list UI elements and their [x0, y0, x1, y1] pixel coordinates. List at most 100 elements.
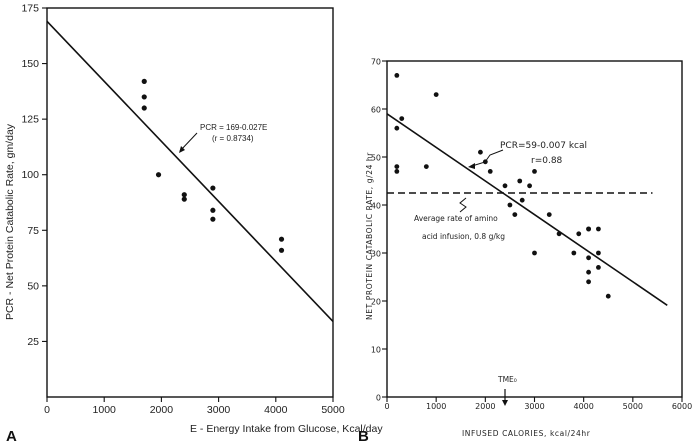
panel-a-data-point — [210, 185, 216, 191]
panel-b-annotation-arrowhead — [468, 163, 475, 169]
panel-a-data-point — [141, 94, 147, 100]
panel-b-data-point — [487, 169, 493, 174]
panel-b-axes — [386, 60, 683, 398]
panel-b-annotation-arrow — [471, 149, 504, 167]
panel-b-data-point — [478, 149, 483, 155]
panel-b: 0 1000 2000 3000 4000 5000 6000 0 10 20 30 40 50 60 70… — [358, 58, 692, 443]
panel-b-y-tick-label: 10 — [371, 346, 381, 355]
panel-b-y-tick-label: 70 — [371, 58, 381, 67]
panel-b-x-label: INFUSED CALORIES, kcal/24hr — [462, 429, 591, 438]
panel-b-data-point — [586, 279, 591, 285]
panel-b-y-tick-label: 40 — [371, 202, 381, 211]
panel-a-y-label: PCR - Net Protein Catabolic Rate, gm/day — [4, 123, 16, 320]
panel-a-annotation-arrowhead — [179, 146, 185, 153]
panel-b-tme-arrow-head — [502, 400, 508, 406]
panel-b-data-point — [586, 226, 591, 232]
panel-a-y-tick-label: 100 — [21, 169, 39, 181]
panel-b-data-point — [605, 293, 611, 299]
panel-a-x-tick-label: 4000 — [264, 404, 288, 416]
panel-b-y-tick-label: 20 — [371, 298, 381, 307]
panel-b-reference-label-2: acid infusion, 0.8 g/kg — [422, 232, 505, 241]
panel-b-data-point — [546, 212, 552, 218]
panel-b-data-point — [576, 231, 582, 237]
panel-a-axes — [46, 7, 334, 398]
panel-a-x-tick-label: 2000 — [150, 404, 174, 416]
panel-b-x-tick-label: 6000 — [672, 402, 692, 411]
panel-b-data-point — [527, 183, 532, 189]
panel-a-data-point — [278, 236, 285, 242]
panel-b-y-tick-label: 30 — [371, 250, 381, 259]
panel-b-letter: B — [358, 428, 369, 443]
panel-a-data-point — [141, 78, 147, 84]
panel-b-x-tick-label: 1000 — [426, 402, 446, 411]
panel-b-reference-arrow — [459, 197, 467, 213]
panel-b-data-point — [502, 183, 508, 189]
panel-a-data-point — [155, 172, 162, 178]
panel-b-data-point — [399, 116, 405, 121]
panel-b-reference-label-1: Average rate of amino — [414, 214, 498, 223]
panel-a-y-tick-label: 25 — [27, 336, 39, 348]
panel-b-data-point — [596, 250, 601, 256]
panel-b-y-tick-label: 0 — [376, 394, 381, 403]
panel-b-data-point — [571, 250, 577, 256]
panel-b-tme-arrow — [502, 389, 508, 406]
panel-b-data-point — [507, 202, 513, 208]
panel-b-regression-line — [386, 113, 668, 306]
panel-b-data-point — [394, 73, 400, 78]
panel-a-data-point — [181, 196, 187, 202]
panel-b-x-tick-label: 5000 — [623, 402, 643, 411]
panel-a-fit-line — [46, 20, 334, 322]
panel-b-tme-label: TME₀ — [497, 375, 517, 384]
panel-a-x-tick-label: 3000 — [207, 404, 231, 416]
panel-b-data-point — [586, 255, 591, 261]
panel-a-y-tick-label: 50 — [27, 280, 39, 292]
panel-a-ticks: 0 1000 2000 3000 4000 5000 25 50 75 100 125 150 175 — [21, 3, 344, 417]
panel-a-data-point — [141, 105, 147, 111]
panel-b-x-tick-label: 4000 — [573, 402, 593, 411]
panel-b-data-point — [512, 212, 518, 218]
panel-a-y-tick-label: 75 — [27, 225, 39, 237]
panel-b-x-tick-label: 3000 — [524, 402, 544, 411]
panel-b-data-point — [423, 164, 429, 170]
panel-a-points — [141, 78, 285, 253]
panel-a-plot-frame — [46, 7, 334, 398]
panel-b-data-point — [394, 125, 400, 131]
panel-b-data-point — [596, 265, 601, 270]
panel-b-y-tick-label: 60 — [371, 106, 381, 115]
panel-b-data-point — [596, 226, 601, 232]
panel-b-ticks: 0 1000 2000 3000 4000 5000 6000 0 10 20 30 40 50 60 70 — [371, 58, 692, 412]
panel-a-data-point — [210, 216, 216, 222]
panel-a-annotation-equation: PCR = 169-0.027E — [200, 123, 267, 132]
panel-a-x-label: E - Energy Intake from Glucose, Kcal/day — [190, 423, 383, 435]
panel-b-annotation-equation: PCR=59-0.007 kcal — [500, 141, 587, 151]
panel-b-y-label: NET PROTEIN CATABOLIC RATE, g/24 hr — [365, 152, 374, 320]
panel-b-y-tick-label: 50 — [371, 154, 381, 163]
panel-b-data-point — [532, 250, 537, 256]
panel-a: 0 1000 2000 3000 4000 5000255075100125150175 … — [4, 3, 383, 443]
panel-b-fit-line — [386, 113, 668, 306]
panel-a-annotation-r: (r = 0.8734) — [212, 134, 254, 143]
panel-b-data-point — [519, 197, 525, 203]
panel-a-data-point — [181, 192, 187, 198]
panel-a-regression-line — [46, 20, 334, 322]
panel-b-points — [394, 73, 611, 299]
panel-a-y-tick-label: 175 — [21, 3, 39, 15]
panel-b-data-point — [556, 231, 562, 237]
panel-b-data-point — [433, 92, 439, 97]
panel-a-x-tick-label: 1000 — [93, 404, 117, 416]
panel-b-x-tick-label: 2000 — [475, 402, 495, 411]
panel-b-annotation-r: r=0.88 — [531, 156, 563, 166]
panel-b-data-point — [394, 164, 400, 170]
panel-a-letter: A — [6, 428, 17, 443]
panel-b-data-point — [532, 169, 537, 174]
panel-a-y-tick-label: 125 — [21, 114, 39, 126]
panel-b-data-point — [586, 269, 591, 275]
panel-a-y-tick-label: 150 — [21, 58, 39, 70]
panel-b-data-point — [517, 178, 523, 184]
panel-a-data-point — [278, 247, 285, 253]
panel-b-data-point — [394, 169, 400, 174]
panel-a-x-tick-label: 0 — [44, 404, 50, 416]
panel-a-data-point — [210, 207, 216, 213]
panel-a-x-tick-label: 5000 — [321, 404, 345, 416]
panel-b-x-tick-label: 0 — [384, 402, 389, 411]
